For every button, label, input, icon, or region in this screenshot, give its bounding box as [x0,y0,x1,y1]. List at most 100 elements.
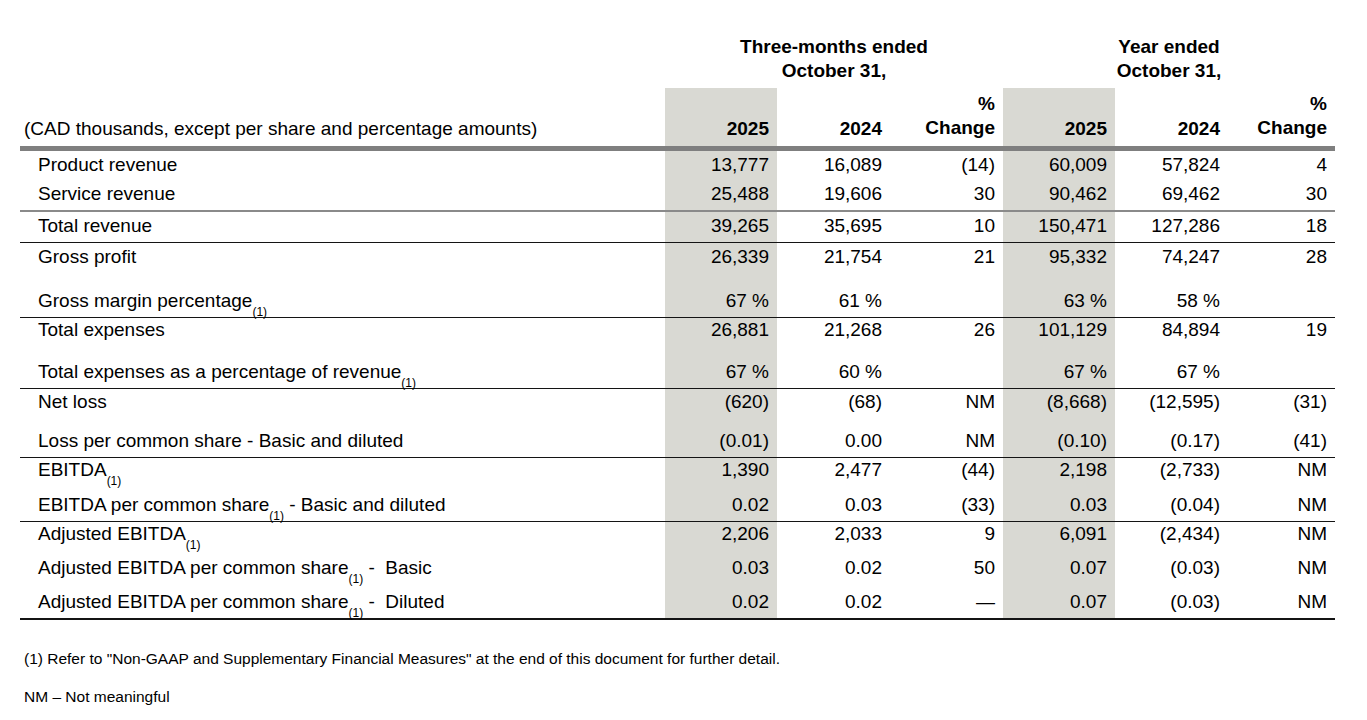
row-label: Total revenue [20,212,665,242]
value-cell: 84,894 [1115,318,1228,346]
value-cell: 35,695 [777,212,890,242]
value-cell: 2,206 [665,522,777,550]
value-cell: (0.03) [1115,550,1228,584]
value-cell: 0.02 [665,584,777,618]
value-cell: (31) [1228,389,1335,418]
row-label-text: Gross margin percentage [38,290,252,312]
value-cell: (0.17) [1115,418,1228,457]
value-cell: 30 [890,181,1003,210]
value-cell: 19,606 [777,181,890,210]
row-label: Adjusted EBITDA per common share(1) - Ba… [20,550,665,584]
table-row: Net loss(620)(68)NM(8,668)(12,595)(31) [20,389,1335,418]
row-label-suffix: - Basic [363,557,432,579]
value-cell: 127,286 [1115,212,1228,242]
value-cell: (0.01) [665,418,777,457]
value-cell: 26 [890,318,1003,346]
value-cell: 69,462 [1115,181,1228,210]
row-label: Loss per common share - Basic and dilute… [20,418,665,457]
value-cell: 39,265 [665,212,777,242]
value-cell: 4 [1228,151,1335,181]
year-column-header-2025-quarter: 2025 [665,88,777,146]
value-cell: (2,733) [1115,458,1228,486]
table-row: Total expenses 26,88121,26826101,12984,89… [20,318,1335,346]
row-label-text: Net loss [38,391,107,413]
row-label: EBITDA(1) [20,458,665,486]
period-group-header-row: Three-months ended October 31, Year ende… [20,30,1335,88]
value-cell: 0.00 [777,418,890,457]
year-column-header-2024-quarter: 2024 [777,88,890,146]
row-label: Net loss [20,389,665,418]
value-cell: NM [1228,522,1335,550]
value-cell: 2,477 [777,458,890,486]
value-cell [1228,346,1335,388]
value-cell: 28 [1228,243,1335,273]
value-cell [890,273,1003,317]
value-cell [1228,273,1335,317]
value-cell [890,346,1003,388]
table-row: Gross profit26,33921,7542195,33274,24728 [20,243,1335,273]
value-cell: 90,462 [1003,181,1115,210]
value-cell: (68) [777,389,890,418]
value-cell: (12,595) [1115,389,1228,418]
value-cell: NM [1228,458,1335,486]
value-cell: 0.02 [665,486,777,521]
table-row: Service revenue25,48819,6063090,46269,46… [20,181,1335,212]
value-cell: 1,390 [665,458,777,486]
table-row: Gross margin percentage(1)67 %61 %63 %58… [20,273,1335,318]
table-row: EBITDA(1)1,3902,477(44)2,198(2,733)NM [20,458,1335,486]
row-label: Total expenses [20,318,665,346]
value-cell: 25,488 [665,181,777,210]
value-cell: 2,198 [1003,458,1115,486]
table-row: EBITDA per common share(1) - Basic and d… [20,486,1335,522]
group-header-line1: Three-months ended [740,35,928,59]
value-cell: 19 [1228,318,1335,346]
group-header-year-ended: Year ended October 31, [1003,30,1335,88]
group-header-line2: October 31, [782,59,887,83]
value-cell: 63 % [1003,273,1115,317]
table-row: Adjusted EBITDA(1)2,2062,03396,091(2,434… [20,522,1335,550]
value-cell: 30 [1228,181,1335,210]
value-cell: 101,129 [1003,318,1115,346]
table-row: Adjusted EBITDA per common share(1) - Ba… [20,550,1335,584]
value-cell: 67 % [1115,346,1228,388]
value-cell: (0.04) [1115,486,1228,521]
row-label-text: Total expenses [38,319,165,341]
value-cell: (14) [890,151,1003,181]
value-cell: 60,009 [1003,151,1115,181]
value-cell: 0.03 [665,550,777,584]
row-label-text: Gross profit [38,246,136,268]
pct-change-column-header-quarter: % Change [890,88,1003,146]
table-row: Total revenue39,26535,69510150,471127,28… [20,212,1335,243]
unit-note: (CAD thousands, except per share and per… [20,88,665,146]
value-cell: 57,824 [1115,151,1228,181]
row-label: Total expenses as a percentage of revenu… [20,346,665,388]
footnote-non-gaap: (1) Refer to "Non-GAAP and Supplementary… [24,650,780,668]
table-body: Product revenue13,77716,089(14)60,00957,… [20,151,1335,620]
row-label-text: Total expenses as a percentage of revenu… [38,361,401,383]
row-label: Gross profit [20,243,665,273]
row-label-text: EBITDA [38,459,107,481]
value-cell: (2,434) [1115,522,1228,550]
value-cell: NM [1228,486,1335,521]
value-cell: NM [1228,550,1335,584]
value-cell: 16,089 [777,151,890,181]
row-label-suffix: - Basic and diluted [284,494,446,516]
value-cell: 60 % [777,346,890,388]
table-row: Loss per common share - Basic and dilute… [20,418,1335,458]
value-cell: 9 [890,522,1003,550]
group-header-three-months: Three-months ended October 31, [665,30,1003,88]
row-label-text: Service revenue [38,183,175,205]
row-label-text: Total revenue [38,215,152,237]
row-label: Service revenue [20,181,665,210]
value-cell: 26,881 [665,318,777,346]
value-cell: (8,668) [1003,389,1115,418]
value-cell: 21,268 [777,318,890,346]
financial-summary-table: Three-months ended October 31, Year ende… [20,30,1335,620]
value-cell: (44) [890,458,1003,486]
group-header-line1: Year ended [1118,35,1219,59]
column-header-row: (CAD thousands, except per share and per… [20,88,1335,151]
value-cell: 74,247 [1115,243,1228,273]
value-cell: 0.03 [777,486,890,521]
table-row: Product revenue13,77716,089(14)60,00957,… [20,151,1335,181]
value-cell: 0.07 [1003,550,1115,584]
